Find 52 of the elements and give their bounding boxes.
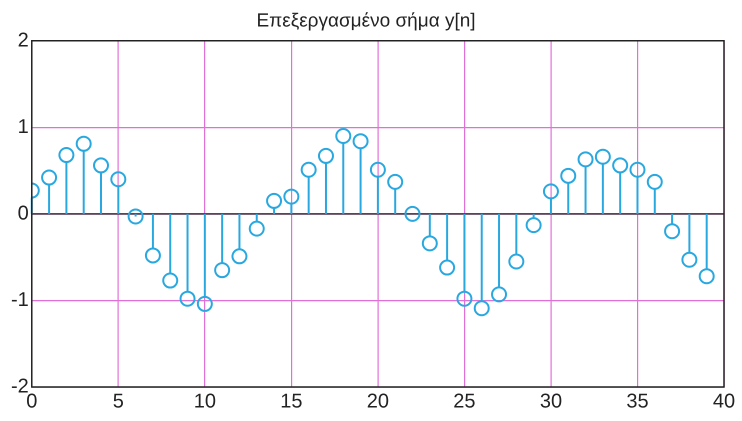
point <box>318 148 334 164</box>
point <box>248 220 265 237</box>
point <box>231 248 248 264</box>
x-tick-label: 20 <box>366 390 390 413</box>
point <box>664 223 680 240</box>
point <box>542 183 559 200</box>
point <box>214 262 230 278</box>
point <box>144 247 161 264</box>
point <box>370 162 386 178</box>
y-tick-label: -1 <box>10 288 29 311</box>
point <box>352 133 369 150</box>
point <box>594 148 611 165</box>
point <box>196 296 213 312</box>
point <box>612 157 628 174</box>
point <box>698 268 715 284</box>
point <box>76 136 92 152</box>
point <box>646 174 663 190</box>
point <box>578 151 594 168</box>
point <box>58 147 74 164</box>
point <box>93 157 110 174</box>
point <box>387 174 404 190</box>
chart-title: Επεξεργασμένο σήμα y[n] <box>256 10 476 32</box>
x-tick-label: 10 <box>194 390 216 413</box>
x-tick-label: 25 <box>453 390 476 413</box>
point <box>681 252 698 268</box>
point <box>283 188 300 205</box>
point <box>300 162 317 178</box>
y-tick-label: 2 <box>18 29 29 52</box>
point <box>335 128 352 144</box>
point <box>474 300 490 316</box>
y-tick-label: 0 <box>18 202 29 224</box>
point <box>128 208 144 224</box>
point <box>439 260 456 276</box>
x-tick-label: 35 <box>626 390 649 413</box>
point <box>110 171 126 188</box>
point <box>526 217 542 234</box>
point <box>560 168 576 184</box>
point <box>508 254 524 270</box>
x-tick-label: 30 <box>540 390 562 413</box>
point <box>456 290 472 307</box>
point <box>404 206 421 222</box>
point <box>162 272 178 289</box>
point <box>180 290 196 307</box>
x-tick-label: 40 <box>712 390 736 413</box>
point <box>422 235 438 252</box>
point <box>491 286 508 302</box>
x-tick-label: 15 <box>280 390 302 413</box>
point <box>629 162 646 178</box>
point <box>266 192 282 209</box>
y-tick-label: 1 <box>18 116 29 138</box>
point <box>41 170 58 186</box>
x-tick-label: 5 <box>112 390 124 413</box>
